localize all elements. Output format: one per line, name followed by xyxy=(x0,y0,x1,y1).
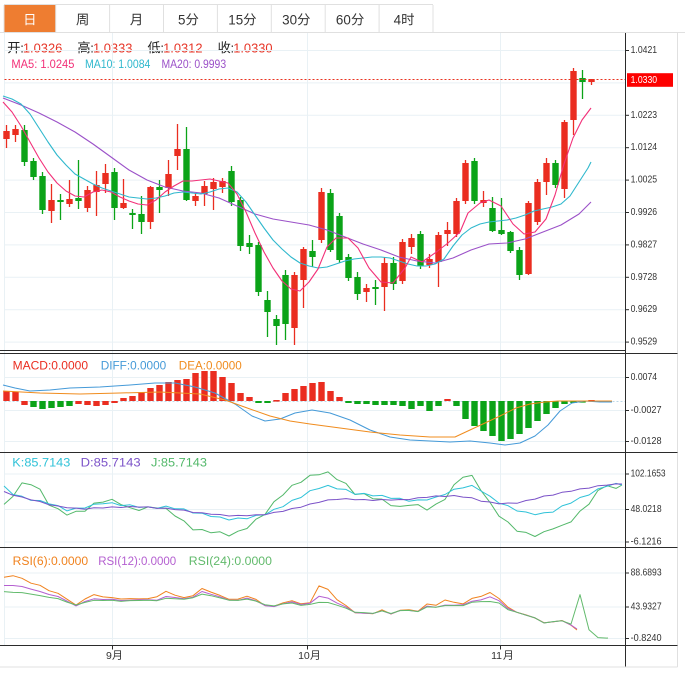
svg-text:K:85.7143: K:85.7143 xyxy=(12,456,70,470)
svg-text:RSI(24):0.0000: RSI(24):0.0000 xyxy=(189,554,272,568)
svg-text:-0.0128: -0.0128 xyxy=(631,435,662,447)
svg-text:1.0025: 1.0025 xyxy=(631,174,658,186)
svg-text::: : xyxy=(231,40,235,55)
svg-text:102.1653: 102.1653 xyxy=(631,468,666,480)
svg-text:-0.8240: -0.8240 xyxy=(631,632,662,644)
svg-text:DIFF:0.0000: DIFF:0.0000 xyxy=(101,359,167,373)
svg-text:0.9529: 0.9529 xyxy=(631,336,658,348)
svg-text:MA10: 1.0084: MA10: 1.0084 xyxy=(85,57,151,71)
svg-text:D:85.7143: D:85.7143 xyxy=(81,456,141,470)
svg-text:1.0124: 1.0124 xyxy=(631,141,658,153)
svg-text:-6.1216: -6.1216 xyxy=(631,536,662,548)
svg-text:1.0223: 1.0223 xyxy=(631,109,658,121)
svg-text:43.9327: 43.9327 xyxy=(631,601,662,613)
svg-text:0.9926: 0.9926 xyxy=(631,206,658,218)
svg-text:3: 3 xyxy=(282,12,289,27)
svg-text:RSI(12):0.0000: RSI(12):0.0000 xyxy=(98,554,176,568)
svg-text::: : xyxy=(20,40,24,55)
svg-text:6: 6 xyxy=(336,12,343,27)
svg-text:1.0312: 1.0312 xyxy=(163,40,202,55)
svg-text:9: 9 xyxy=(106,650,112,662)
svg-text:1.0330: 1.0330 xyxy=(233,40,272,55)
svg-text:DEA:0.0000: DEA:0.0000 xyxy=(179,359,242,373)
svg-text:0.9827: 0.9827 xyxy=(631,238,658,250)
svg-text:-0.0027: -0.0027 xyxy=(631,404,662,416)
svg-text:1.0421: 1.0421 xyxy=(631,44,658,56)
svg-text::: : xyxy=(160,40,164,55)
svg-text:88.6893: 88.6893 xyxy=(631,567,662,579)
svg-text:J:85.7143: J:85.7143 xyxy=(151,456,207,470)
svg-text:0.9728: 0.9728 xyxy=(631,271,658,283)
svg-text:MA20: 0.9993: MA20: 0.9993 xyxy=(162,57,227,71)
svg-text:0.9629: 0.9629 xyxy=(631,303,658,315)
svg-text:48.0218: 48.0218 xyxy=(631,503,662,515)
svg-text::: : xyxy=(90,40,94,55)
svg-text:11: 11 xyxy=(491,650,502,662)
svg-text:1: 1 xyxy=(228,12,235,27)
svg-text:4: 4 xyxy=(394,12,402,27)
svg-text:1.0326: 1.0326 xyxy=(23,40,62,55)
svg-text:RSI(6):0.0000: RSI(6):0.0000 xyxy=(13,554,89,568)
svg-text:0.0074: 0.0074 xyxy=(631,371,658,383)
svg-text:1.0330: 1.0330 xyxy=(631,74,658,86)
svg-text:0: 0 xyxy=(290,12,297,27)
svg-text:0: 0 xyxy=(343,12,350,27)
svg-text:5: 5 xyxy=(178,12,185,27)
svg-text:MACD:0.0000: MACD:0.0000 xyxy=(13,359,89,373)
svg-text:MA5: 1.0245: MA5: 1.0245 xyxy=(11,57,74,71)
svg-text:5: 5 xyxy=(236,12,243,27)
svg-text:10: 10 xyxy=(298,650,310,662)
